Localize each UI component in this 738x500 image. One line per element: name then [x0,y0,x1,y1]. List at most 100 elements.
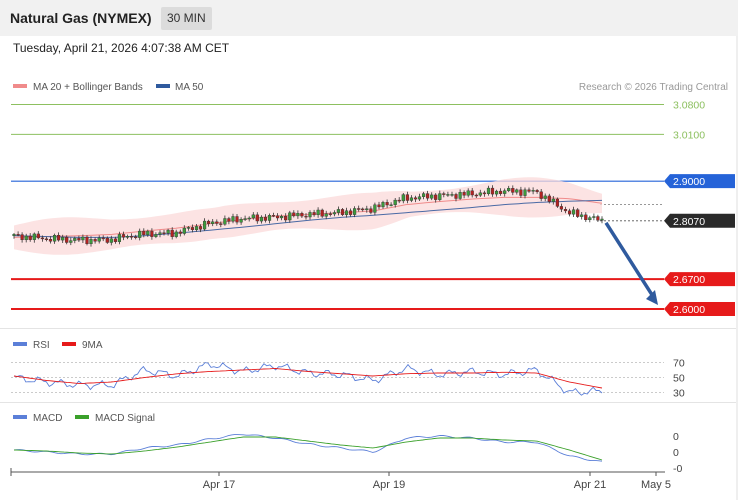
candle-body [320,209,324,217]
forecast-arrow-shaft [604,221,656,299]
rsi-tick-1: 50 [673,373,685,385]
candle-body [588,217,592,221]
candle-body [572,209,576,215]
candle-body [247,217,251,220]
rsi-line [13,362,603,396]
candle-body [284,215,288,221]
candle-body [178,231,182,234]
candle-body [365,208,369,210]
candle-body [53,234,57,242]
candle-body [316,209,320,216]
candle-body [568,210,572,215]
candle-body [69,240,73,243]
candle-body [24,235,28,240]
candle-body [81,236,85,241]
candle-body [288,212,292,221]
legend-swatch-macd [13,415,27,419]
candle-body [235,216,239,223]
candle-body [77,238,81,241]
candle-body [551,198,555,202]
candle-body [170,229,174,237]
instrument-title: Natural Gas (NYMEX) [10,10,152,26]
candle-body [138,230,142,238]
candle-body [190,227,194,230]
candle-body [44,238,48,241]
candle-body [409,197,413,201]
candle-body [563,208,568,212]
candle-body [32,233,36,240]
legend-swatch-rsi-ma [62,342,76,346]
candle-body [206,220,211,224]
candle-body [349,210,353,215]
candle-body [292,212,296,217]
level-label-3: 2.8070 [673,216,705,228]
candle-body [300,212,304,217]
candle-body [219,223,223,225]
candle-body [417,196,422,200]
candle-body [377,204,381,208]
candle-body [142,230,146,236]
ma20-line [13,196,603,238]
level-tag-2 [664,174,735,189]
candle-body [490,187,495,195]
candle-body [336,209,340,213]
candle-body [271,215,276,217]
legend-ma50: MA 50 [175,82,204,93]
candle-body [154,234,158,237]
candle-body [478,192,482,196]
candle-body [531,190,535,192]
level-label-1: 3.0100 [673,129,705,141]
candle-body [93,239,97,242]
candle-body [211,221,215,224]
legend-ma20: MA 20 + Bollinger Bands [33,82,143,93]
candle-body [276,215,280,219]
candle-body [105,237,109,243]
candle-body [442,193,446,195]
candle-body [332,212,336,215]
interval-button[interactable]: 30 MIN [161,7,212,30]
candle-body [162,232,166,234]
candle-body [499,190,503,194]
candle-body [36,233,40,239]
candle-body [340,209,345,215]
legend-swatch-macd-signal [75,415,89,419]
macd-tick-1: 0 [673,447,679,459]
forecast-arrow-head [646,289,658,305]
level-tag-4 [664,272,735,287]
macd-legend: MACD MACD Signal [13,413,155,424]
candle-body [202,220,207,230]
candle-body [12,234,16,236]
moving-averages [13,196,603,238]
candle-body [215,221,219,224]
candle-body [280,215,284,219]
candle-body [600,218,604,221]
candle-body [430,194,434,199]
candle-body [393,199,397,205]
macd-panel: 0 0 -0 [13,431,682,475]
candle-body [369,208,373,213]
candle-body [373,204,377,213]
candle-body [584,214,588,221]
candle-body [263,216,267,221]
level-label-4: 2.6700 [673,274,705,286]
candle-body [174,231,178,237]
legend-swatch-ma50 [156,84,170,88]
candle-body [125,236,130,238]
candle-body [486,187,491,195]
candle-body [121,234,126,238]
macd-tick-2: -0 [673,463,682,475]
forecast-arrow [604,221,658,305]
candle-body [466,190,470,196]
candle-body [227,218,231,222]
candle-body [198,226,203,230]
candle-body [304,215,308,218]
candle-body [166,229,170,234]
candle-body [474,194,478,197]
candle-body [312,212,316,216]
candle-body [438,193,442,200]
candle-body [259,216,263,222]
candle-body [89,239,93,245]
candle-body [507,188,511,191]
candle-body [462,192,466,196]
